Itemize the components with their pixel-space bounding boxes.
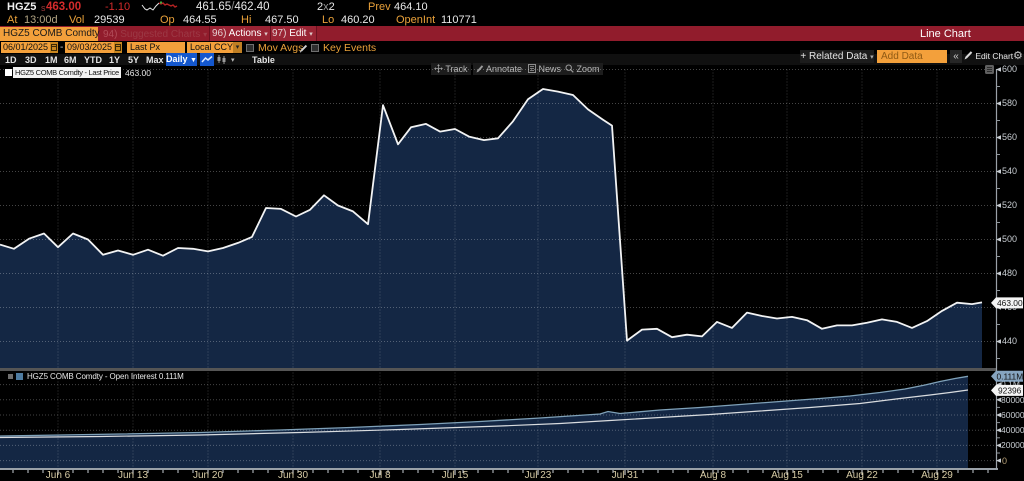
svg-text:463.00: 463.00 — [997, 298, 1023, 308]
svg-text:92396: 92396 — [998, 386, 1022, 396]
svg-text:0.111M: 0.111M — [997, 371, 1024, 381]
